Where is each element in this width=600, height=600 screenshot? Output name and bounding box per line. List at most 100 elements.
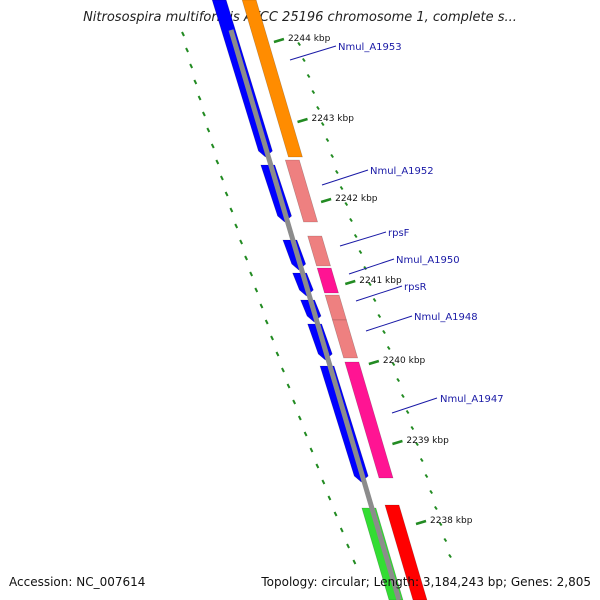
outer-tick-dot — [448, 553, 452, 559]
gene-label-leader — [289, 45, 337, 61]
tick-label: 2242 kbp — [335, 194, 378, 204]
minor-tick-dot — [210, 143, 215, 149]
minor-tick-dot — [315, 463, 320, 469]
tick-label: 2243 kbp — [312, 114, 355, 124]
minor-tick-dot — [259, 303, 264, 309]
accession-text: Accession: NC_007614 — [9, 575, 146, 589]
pink-feature-block — [284, 159, 318, 223]
gene-label[interactable]: Nmul_A1950 — [396, 255, 460, 266]
minor-tick-dot — [327, 495, 332, 501]
outer-tick-dot — [405, 409, 410, 415]
outer-tick-dot — [396, 377, 400, 383]
gene-label-leader — [321, 169, 369, 186]
gene-label[interactable]: rpsR — [404, 282, 427, 293]
minor-tick-dot — [346, 543, 350, 549]
minor-tick-dot — [303, 431, 308, 437]
minor-tick-dot — [234, 223, 239, 229]
major-tick — [297, 117, 308, 124]
outer-tick-dot — [424, 473, 429, 479]
minor-tick-dot — [202, 111, 206, 117]
gene-label-leader — [339, 231, 387, 247]
major-tick — [368, 359, 380, 366]
outer-tick-dot — [382, 329, 386, 335]
minor-tick-dot — [197, 95, 202, 101]
outer-tick-dot — [339, 185, 344, 191]
red-feature-block — [384, 504, 428, 600]
outer-tick-dot — [372, 297, 377, 303]
gene-label-leader — [391, 397, 438, 414]
outer-tick-dot — [415, 441, 419, 447]
major-tick — [344, 279, 356, 286]
map-title: Nitrosospira multiformis ATCC 25196 chro… — [83, 10, 517, 25]
minor-tick-dot — [244, 255, 248, 261]
outer-tick-dot — [297, 41, 301, 47]
minor-tick-dot — [339, 527, 344, 533]
pink-feature-block — [324, 294, 347, 321]
minor-tick-dot — [220, 175, 224, 181]
outer-tick-dot — [438, 521, 443, 527]
outer-tick-dot — [419, 457, 424, 463]
outer-tick-dot — [401, 393, 405, 399]
magenta-feature-block — [344, 361, 394, 479]
outer-tick-dot — [349, 217, 353, 223]
minor-tick-dot — [321, 479, 326, 485]
outer-tick-dot — [434, 505, 438, 511]
pink-feature-block — [332, 319, 359, 359]
outer-tick-dot — [391, 361, 396, 367]
tick-label: 2244 kbp — [288, 34, 331, 44]
gene-label-leader — [348, 258, 395, 275]
major-tick — [415, 519, 427, 526]
minor-tick-dot — [333, 511, 338, 517]
genome-summary-text: Topology: circular; Length: 3,184,243 bp… — [261, 575, 591, 589]
outer-tick-dot — [302, 57, 306, 63]
minor-tick-dot — [185, 47, 189, 53]
gene-label-leader — [365, 315, 413, 332]
minor-tick-dot — [224, 191, 229, 197]
outer-tick-dot — [344, 201, 349, 207]
gene-label[interactable]: rpsF — [388, 228, 410, 239]
outer-tick-dot — [320, 121, 325, 127]
minor-tick-dot — [297, 415, 302, 421]
outer-tick-dot — [363, 265, 367, 271]
gene-label[interactable]: Nmul_A1952 — [370, 166, 434, 177]
minor-tick-dot — [249, 271, 254, 277]
outer-tick-dot — [325, 137, 330, 143]
minor-tick-dot — [193, 79, 198, 85]
minor-tick-dot — [239, 239, 244, 245]
outer-tick-dot — [377, 313, 382, 319]
outer-tick-dot — [386, 345, 391, 351]
minor-tick-dot — [254, 287, 259, 293]
major-tick — [320, 197, 332, 204]
backbone-line — [228, 29, 402, 600]
minor-tick-dot — [352, 559, 357, 565]
tick-label: 2239 kbp — [406, 436, 449, 446]
outer-tick-dot — [429, 489, 434, 495]
minor-tick-dot — [264, 319, 269, 325]
minor-tick-dot — [270, 335, 274, 341]
outer-tick-dot — [335, 169, 339, 175]
major-tick — [273, 37, 285, 44]
minor-tick-dot — [292, 399, 297, 405]
gene-label-leader — [355, 285, 403, 302]
gene-label[interactable]: Nmul_A1953 — [338, 42, 402, 53]
minor-tick-dot — [189, 63, 194, 69]
tick-label: 2240 kbp — [383, 356, 426, 366]
outer-tick-dot — [330, 153, 334, 159]
minor-tick-dot — [206, 127, 211, 133]
outer-tick-dot — [368, 281, 372, 287]
major-tick — [392, 439, 403, 446]
minor-tick-dot — [281, 367, 285, 373]
gene-label[interactable]: Nmul_A1947 — [440, 394, 504, 405]
outer-tick-dot — [311, 89, 316, 95]
minor-tick-dot — [215, 159, 220, 165]
tick-label: 2241 kbp — [359, 276, 402, 286]
minor-tick-dot — [286, 383, 291, 389]
outer-tick-dot — [353, 233, 358, 239]
gene-label[interactable]: Nmul_A1948 — [414, 312, 478, 323]
outer-tick-dot — [443, 537, 448, 543]
minor-tick-dot — [309, 447, 314, 453]
tick-label: 2238 kbp — [430, 516, 473, 526]
minor-tick-dot — [181, 31, 185, 37]
minor-tick-dot — [275, 351, 280, 357]
magenta-feature-block — [316, 267, 339, 294]
